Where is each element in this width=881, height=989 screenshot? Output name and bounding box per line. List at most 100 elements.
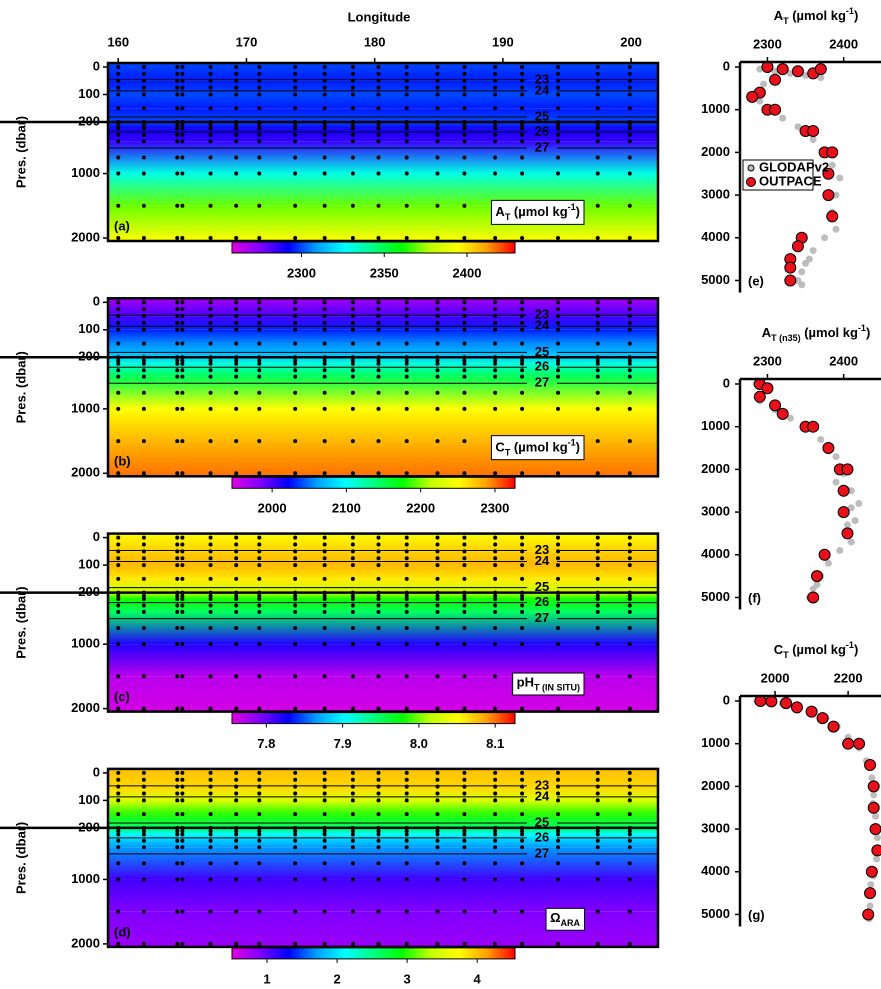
legend-label: OUTPACE: [759, 173, 822, 188]
sample-dot: [322, 593, 327, 598]
sample-dot: [257, 314, 262, 319]
isopycnal-label: 23: [535, 307, 549, 322]
sample-dot: [180, 642, 185, 647]
sample-dot: [462, 390, 467, 395]
field-band: [108, 316, 658, 330]
sample-dot: [520, 549, 525, 554]
sample-dot: [208, 171, 213, 176]
sample-dot: [322, 576, 327, 581]
sample-dot: [493, 171, 498, 176]
sample-dot: [180, 126, 185, 131]
data-point: [864, 759, 877, 772]
sample-dot: [435, 236, 440, 240]
sample-dot: [350, 203, 355, 208]
sample-dot: [175, 390, 180, 395]
sample-dot: [627, 556, 632, 561]
sample-dot: [595, 71, 600, 76]
sample-dot: [257, 791, 262, 796]
sample-dot: [208, 123, 213, 128]
sample-dot: [175, 355, 180, 360]
sample-dot: [520, 132, 525, 137]
sample-dot: [350, 825, 355, 830]
sample-dot: [556, 71, 560, 76]
sample-dot: [595, 706, 600, 711]
sample-dot: [208, 590, 213, 595]
sample-dot: [141, 941, 146, 946]
sample-dot: [520, 92, 525, 97]
isopycnal-label: 23: [535, 777, 549, 792]
sample-dot: [350, 139, 355, 144]
sample-dot: [493, 642, 498, 647]
sample-dot: [595, 85, 600, 90]
sample-dot: [257, 171, 262, 176]
sample-dot: [462, 909, 467, 914]
sample-dot: [234, 838, 239, 843]
sample-dot: [493, 593, 498, 598]
sample-dot: [520, 314, 525, 319]
sample-dot: [462, 439, 467, 444]
sample-dot: [175, 535, 180, 540]
sample-dot: [462, 535, 467, 540]
sample-dot: [627, 85, 632, 90]
sample-dot: [257, 535, 262, 540]
data-point: [805, 255, 813, 263]
sample-dot: [175, 832, 180, 837]
sample-dot: [322, 390, 327, 395]
sample-dot: [493, 549, 498, 554]
colorbar-tick-label: 2000: [258, 501, 287, 516]
sample-dot: [180, 861, 185, 866]
data-point: [837, 506, 850, 519]
field-band: [108, 363, 658, 377]
sample-dot: [180, 777, 185, 782]
colorbar-tick-label: 2100: [332, 501, 361, 516]
sample-dot: [556, 106, 560, 111]
sample-dot: [462, 812, 467, 817]
sample-dot: [627, 941, 632, 946]
sample-dot: [350, 791, 355, 796]
sample-dot: [208, 563, 213, 568]
data-point: [847, 504, 855, 512]
sample-dot: [175, 406, 180, 411]
sample-dot: [376, 877, 381, 882]
sample-dot: [595, 300, 600, 305]
sample-dot: [257, 845, 262, 850]
sample-dot: [435, 603, 440, 608]
text-part: -1: [846, 640, 854, 650]
sample-dot: [141, 106, 146, 111]
sample-dot: [257, 236, 262, 240]
sample-dot: [595, 674, 600, 679]
x-tick-label: 2000: [761, 670, 790, 685]
sample-dot: [462, 120, 467, 124]
sample-dot: [376, 92, 381, 97]
sample-dot: [376, 829, 381, 834]
isopycnal-label: 25: [535, 108, 549, 123]
y-tick-label: 4000: [701, 863, 730, 878]
panel-label: (g): [748, 907, 765, 922]
sample-dot: [175, 798, 180, 803]
sample-dot: [293, 609, 298, 614]
sample-dot: [493, 941, 498, 946]
sample-dot: [627, 390, 632, 395]
sample-dot: [435, 374, 440, 379]
sample-dot: [234, 300, 239, 305]
sample-dot: [520, 798, 525, 803]
sample-dot: [627, 203, 632, 208]
sample-dot: [175, 92, 180, 97]
sample-dot: [376, 576, 381, 581]
y-tick-label: 2000: [71, 700, 100, 715]
sample-dot: [208, 236, 213, 240]
sample-dot: [376, 203, 381, 208]
data-point: [807, 125, 820, 138]
sample-dot: [322, 825, 327, 830]
sample-dot: [595, 909, 600, 914]
sample-dot: [175, 838, 180, 843]
sample-dot: [180, 603, 185, 608]
sample-dot: [293, 877, 298, 882]
isopycnal-label: 24: [535, 788, 550, 803]
sample-dot: [234, 777, 239, 782]
sample-dot: [520, 123, 525, 128]
sample-dot: [350, 626, 355, 631]
sample-dot: [180, 85, 185, 90]
sample-dot: [520, 832, 525, 837]
sample-dot: [520, 368, 525, 373]
